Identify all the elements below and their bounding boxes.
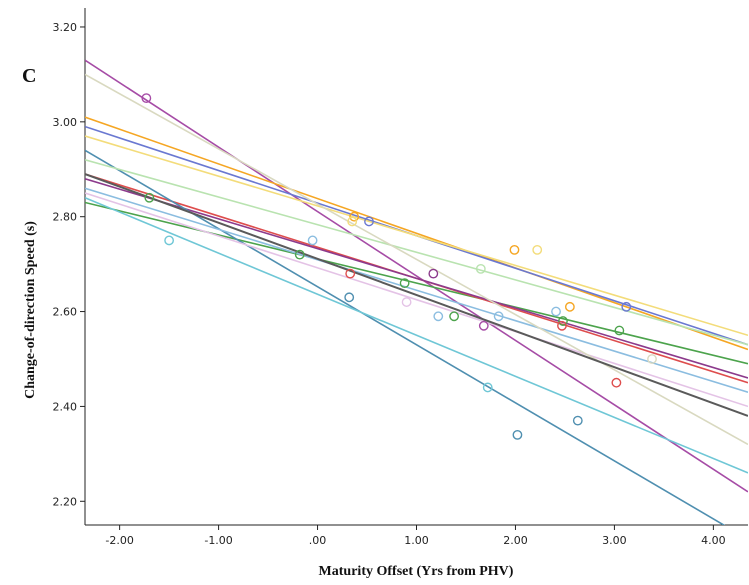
x-tick-label: -2.00 (105, 534, 133, 547)
y-tick-label: 2.20 (53, 495, 78, 508)
x-tick-label: 2.00 (503, 534, 528, 547)
data-point (493, 311, 504, 322)
data-point (307, 235, 318, 246)
x-tick-label: -1.00 (204, 534, 232, 547)
y-tick-label: 2.80 (53, 211, 78, 224)
x-tick-label: 1.00 (404, 534, 429, 547)
fit-lines (85, 59, 748, 525)
x-axis-title: Maturity Offset (Yrs from PHV) (319, 564, 514, 579)
series-fit-line (85, 201, 748, 365)
y-tick-label: 2.60 (53, 306, 78, 319)
data-point (428, 268, 439, 279)
x-axis: -2.00 -1.00 .00 1.00 2.00 3.00 4.00 (85, 524, 748, 547)
data-point (509, 244, 520, 255)
data-point (621, 301, 632, 312)
data-point (512, 429, 523, 440)
data-point (572, 415, 583, 426)
y-axis-title: Change-of-direction Speed (s) (23, 221, 38, 399)
data-point (647, 354, 657, 364)
data-point (433, 311, 444, 322)
data-point (347, 216, 358, 227)
x-tick-label: 4.00 (701, 534, 726, 547)
data-point (482, 382, 493, 393)
data-point (345, 268, 356, 279)
series-fit-line (85, 187, 748, 393)
data-point (614, 325, 625, 336)
y-tick-label: 3.00 (53, 116, 78, 129)
series-fit-line (85, 159, 748, 346)
data-point (294, 249, 305, 260)
series-fit-line (85, 73, 748, 446)
data-point (564, 301, 575, 312)
data-point (344, 292, 355, 303)
y-tick-label: 3.20 (53, 21, 78, 34)
series-fit-line (85, 177, 748, 379)
data-point (144, 192, 155, 203)
x-tick-label: 3.00 (602, 534, 627, 547)
data-point (532, 244, 543, 255)
y-tick-label: 2.40 (53, 400, 78, 413)
data-point (551, 306, 561, 317)
data-point (449, 311, 460, 322)
data-point (349, 211, 360, 222)
data-point (611, 377, 622, 388)
series-fit-line (85, 192, 748, 408)
data-point (399, 278, 410, 289)
data-point (364, 216, 374, 227)
overall-fit-line (85, 173, 748, 417)
data-point (478, 320, 489, 331)
series-fit-line (85, 149, 726, 525)
panel-label: C (22, 65, 36, 87)
data-point (557, 320, 567, 331)
data-point (141, 93, 152, 104)
data-point (401, 297, 412, 307)
series-fit-line (85, 135, 748, 337)
series-fit-line (85, 196, 748, 474)
data-point (164, 235, 175, 246)
series-fit-line (85, 116, 748, 351)
y-axis: 2.20 2.40 2.60 2.80 3.00 3.20 (53, 8, 86, 525)
x-tick-label: .00 (309, 534, 327, 547)
data-point (558, 316, 568, 326)
series-fit-line (85, 59, 748, 493)
data-points (141, 93, 657, 440)
data-point (475, 263, 486, 274)
